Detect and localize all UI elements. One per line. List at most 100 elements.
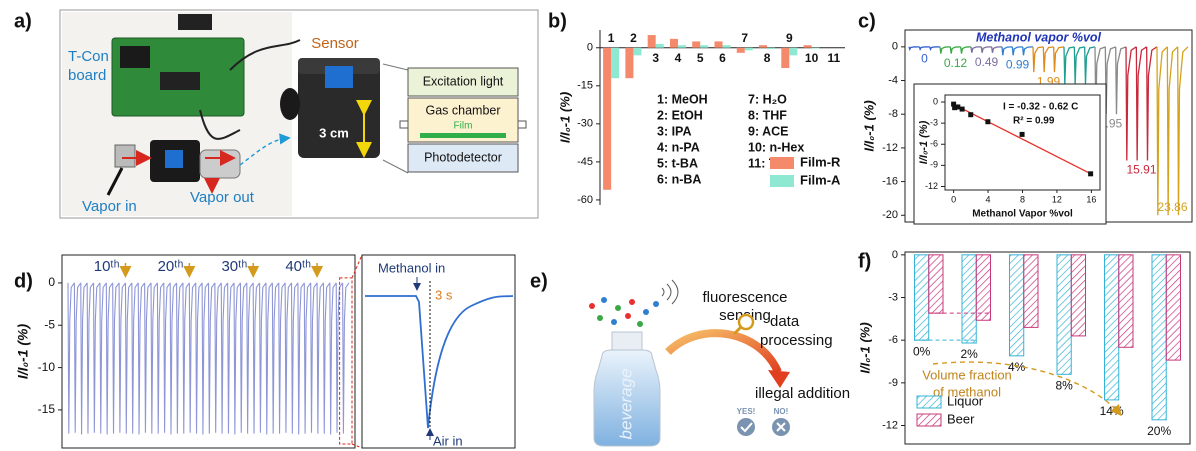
cycle-label: 20ᵗʰ <box>158 258 184 275</box>
bar <box>1152 255 1166 420</box>
category-label: 5 <box>697 51 704 65</box>
pump <box>200 150 240 178</box>
molecule <box>653 301 659 307</box>
panel-label: a) <box>14 10 32 32</box>
signal-dip <box>940 47 950 54</box>
category-label: 4 <box>675 51 682 65</box>
y-tick-label: -20 <box>882 209 898 221</box>
signal-dip <box>272 283 278 434</box>
panel-label: c) <box>858 10 876 32</box>
key-label: 3: IPA <box>657 124 692 138</box>
bar <box>759 45 767 48</box>
key-label: 4: n-PA <box>657 140 700 154</box>
bar <box>789 48 797 56</box>
y-tick-label: -45 <box>577 156 593 168</box>
category-label: 20% <box>1147 424 1171 438</box>
signal-dip <box>961 47 971 54</box>
series-label: 15.91 <box>1126 163 1156 177</box>
point <box>1088 171 1093 176</box>
bar <box>1010 255 1024 356</box>
signal-dip <box>228 283 234 434</box>
step-label: illegal addition <box>755 385 850 402</box>
signal-dip <box>285 283 291 433</box>
category-label: 9 <box>786 31 793 45</box>
vapor-in-label: Vapor in <box>82 198 137 215</box>
signal-dip <box>253 283 259 434</box>
x-axis-label: Methanol Vapor %vol <box>972 209 1073 220</box>
y-tick-label: -6 <box>888 334 898 346</box>
y-axis-label: I/I₀-1 (%) <box>857 322 872 373</box>
bar <box>692 41 700 47</box>
molecule <box>643 309 649 315</box>
signal-dip <box>113 283 119 434</box>
legend-label: Beer <box>947 411 975 426</box>
signal-dip <box>145 283 151 433</box>
fit-annotation: R² = 0.99 <box>1013 116 1055 127</box>
y-axis-label: I/I₀-1 (%) <box>15 324 31 380</box>
signal-dip <box>209 283 215 434</box>
molecule <box>611 319 617 325</box>
bar <box>625 48 633 78</box>
signal-dip <box>215 283 221 433</box>
board-label: T-Con <box>68 48 109 65</box>
bar <box>648 35 656 48</box>
point <box>1020 132 1025 137</box>
gas-port <box>518 121 526 128</box>
signal-dip <box>1136 47 1146 161</box>
bar <box>603 48 611 190</box>
film-strip <box>420 133 506 138</box>
signal-icon <box>662 280 678 304</box>
signal-dip <box>164 283 170 433</box>
bar <box>714 41 722 47</box>
signal-dip <box>151 283 157 434</box>
x-tick-label: 0 <box>951 194 956 204</box>
signal-dip <box>1157 47 1167 215</box>
y-tick-label: -30 <box>577 118 593 130</box>
zoom-delay: 3 s <box>435 287 453 302</box>
series-label: 0.99 <box>1006 57 1030 71</box>
x-tick-label: 8 <box>1020 194 1025 204</box>
bar <box>962 255 976 343</box>
key-label: 8: THF <box>748 108 787 122</box>
page: {"panel_labels": ["a)", "b)", "c)", "d)"… <box>0 0 1196 451</box>
cycle-label: 30ᵗʰ <box>221 258 247 275</box>
bar <box>1057 255 1071 374</box>
layer-label: Photodetector <box>424 150 502 164</box>
y-tick-label: -16 <box>882 175 898 187</box>
bar <box>781 48 789 68</box>
molecules <box>589 297 659 327</box>
key-label: 9: ACE <box>748 124 789 138</box>
signal-dip <box>1012 47 1022 55</box>
y-tick-label: -3 <box>888 291 898 303</box>
signal-dip <box>317 283 323 434</box>
x-tick-label: 12 <box>1052 194 1062 204</box>
annotation: Volume fraction <box>922 367 1012 382</box>
signal-dip <box>1178 47 1188 215</box>
category-label: 3 <box>652 51 659 65</box>
y-axis-label: I/I₀-1 (%) <box>918 120 930 164</box>
category-label: 7 <box>741 31 748 45</box>
category-label: 2% <box>960 347 978 361</box>
signal-dip <box>202 283 208 435</box>
x-tick-label: 16 <box>1086 194 1096 204</box>
signal-dip <box>74 283 80 433</box>
legend-label: Film-A <box>800 172 841 187</box>
bar <box>1119 255 1133 347</box>
panel-e: beverage fluorescence sensing data proce… <box>589 280 850 446</box>
series-label: 0.49 <box>975 55 999 69</box>
y-tick-label: -12 <box>882 142 898 154</box>
molecule <box>601 297 607 303</box>
signal-dip <box>909 47 919 50</box>
signal-dip <box>1064 47 1074 85</box>
y-tick-label: -8 <box>888 108 898 120</box>
bar <box>633 48 641 56</box>
y-tick-label: -9 <box>930 160 938 170</box>
bar <box>1105 255 1119 400</box>
signal-dip <box>183 283 189 434</box>
signal-dip <box>1002 47 1012 55</box>
category-label: 8 <box>764 51 771 65</box>
y-tick-label: -9 <box>888 377 898 389</box>
bar <box>678 45 686 48</box>
bar <box>723 45 731 48</box>
bar <box>1024 255 1038 328</box>
